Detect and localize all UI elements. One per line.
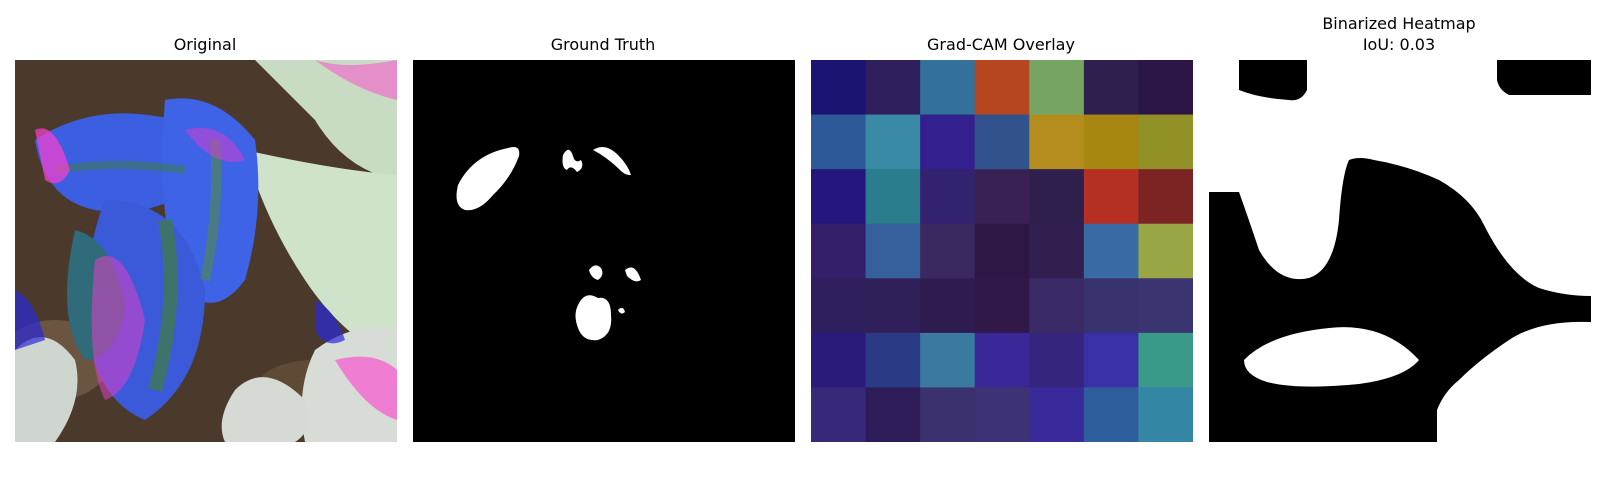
gradcam-cell (1083, 278, 1140, 334)
gradcam-cell (1138, 169, 1193, 225)
gradcam-cell (865, 387, 921, 442)
gradcam-cell (974, 114, 1030, 170)
gradcam-cell (811, 60, 867, 116)
gradcam-cell (974, 223, 1030, 279)
binarized-heatmap-title: Binarized Heatmap (1322, 14, 1476, 33)
gradcam-cell (811, 223, 867, 279)
gradcam-cell (811, 387, 867, 442)
iou-subtitle: IoU: 0.03 (1362, 35, 1436, 54)
gradcam-cell (865, 223, 921, 279)
gradcam-cell (974, 169, 1030, 225)
gradcam-cell (920, 169, 976, 225)
gradcam-cell (1138, 114, 1193, 170)
gradcam-cell (1083, 114, 1140, 170)
gradcam-cell (1029, 223, 1085, 279)
leaf-photo-illustration (15, 60, 397, 442)
gradcam-overlay-title: Grad-CAM Overlay (927, 35, 1075, 54)
gradcam-cell (974, 332, 1030, 389)
gradcam-cell (920, 278, 976, 334)
gradcam-cell (920, 60, 976, 116)
gradcam-cell (1138, 332, 1193, 389)
gradcam-cell (1029, 169, 1085, 225)
original-title: Original (173, 35, 237, 54)
gradcam-cell (1138, 387, 1193, 442)
gradcam-cell (811, 278, 867, 334)
gradcam-overlay-image (811, 60, 1193, 442)
gradcam-cell (1029, 387, 1085, 442)
mask-illustration (413, 60, 795, 442)
gradcam-cell (1029, 114, 1085, 170)
gradcam-cell (811, 332, 867, 389)
gradcam-cell (1083, 332, 1140, 389)
gradcam-cell (974, 278, 1030, 334)
binarized-illustration (1209, 60, 1591, 442)
gradcam-cell (1083, 60, 1140, 116)
gradcam-cell (974, 387, 1030, 442)
gradcam-cell (1029, 278, 1085, 334)
gradcam-cell (1029, 60, 1085, 116)
gradcam-cell (865, 278, 921, 334)
gradcam-cell (1083, 223, 1140, 279)
ground-truth-title: Ground Truth (550, 35, 656, 54)
gradcam-cell (1083, 169, 1140, 225)
binarized-heatmap-image (1209, 60, 1591, 442)
gradcam-cell (1138, 223, 1193, 279)
ground-truth-mask (413, 60, 795, 442)
gradcam-cell (865, 169, 921, 225)
gradcam-cell (865, 332, 921, 389)
gradcam-cell (1138, 278, 1193, 334)
gradcam-cell (920, 223, 976, 279)
gradcam-cell (920, 387, 976, 442)
gradcam-grid (811, 60, 1193, 442)
gradcam-cell (865, 114, 921, 170)
gradcam-cell (865, 60, 921, 116)
gradcam-cell (920, 332, 976, 389)
gradcam-cell (974, 60, 1030, 116)
gradcam-cell (920, 114, 976, 170)
gradcam-cell (1029, 332, 1085, 389)
gradcam-cell (811, 114, 867, 170)
gradcam-cell (1083, 387, 1140, 442)
original-image (15, 60, 397, 442)
gradcam-cell (1138, 60, 1193, 116)
gradcam-cell (811, 169, 867, 225)
